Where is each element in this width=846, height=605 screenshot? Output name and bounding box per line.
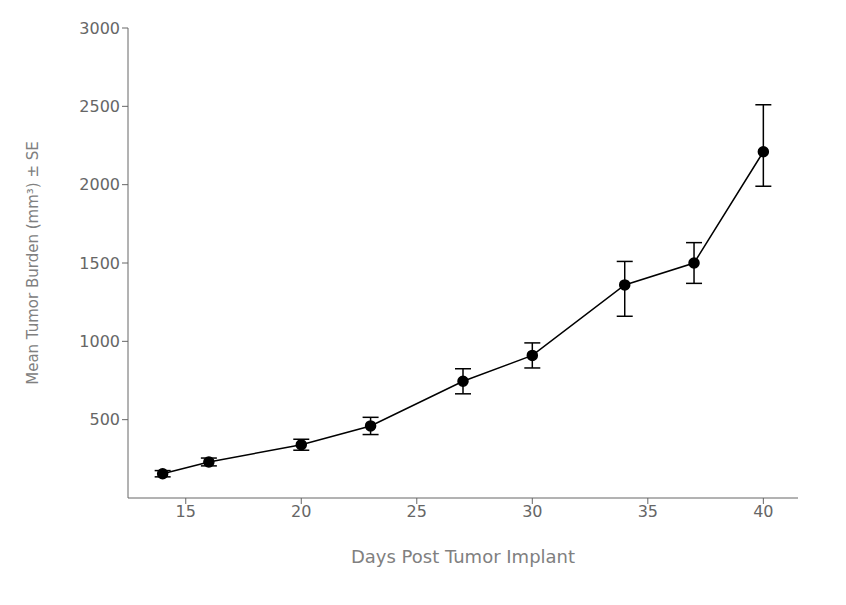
svg-text:35: 35 — [638, 502, 658, 521]
svg-text:2500: 2500 — [79, 97, 120, 116]
svg-text:3000: 3000 — [79, 19, 120, 38]
svg-text:500: 500 — [89, 410, 120, 429]
svg-text:1000: 1000 — [79, 332, 120, 351]
svg-text:15: 15 — [176, 502, 196, 521]
svg-text:20: 20 — [291, 502, 311, 521]
svg-text:2000: 2000 — [79, 175, 120, 194]
svg-text:1500: 1500 — [79, 254, 120, 273]
svg-text:30: 30 — [522, 502, 542, 521]
svg-text:25: 25 — [407, 502, 427, 521]
svg-text:Mean Tumor Burden (mm³) ± SE: Mean Tumor Burden (mm³) ± SE — [24, 141, 42, 385]
svg-text:Days Post Tumor Implant: Days Post Tumor Implant — [351, 546, 575, 567]
svg-text:40: 40 — [753, 502, 773, 521]
